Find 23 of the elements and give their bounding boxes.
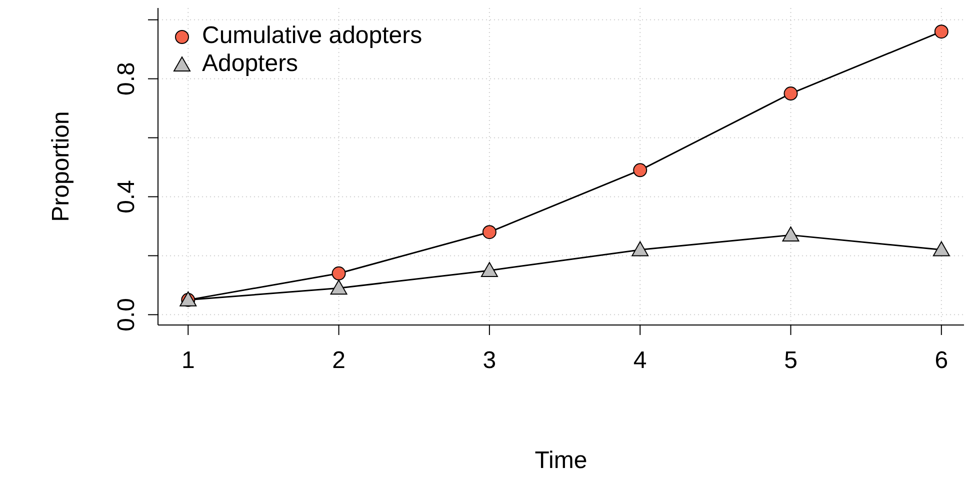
y-tick-label: 0.4 [113,180,140,214]
point [633,163,648,178]
point [784,86,798,101]
point [482,225,496,240]
legend-label: Cumulative adopters [202,22,422,50]
x-tick-label: 4 [633,347,647,374]
x-tick-label: 1 [181,347,195,374]
point [932,241,950,256]
y-tick-label: 0.0 [113,298,140,332]
legend-label: Adopters [202,50,298,78]
x-tick-label: 3 [482,347,496,374]
x-tick-label: 6 [934,347,948,374]
y-tick-label: 0.8 [113,62,140,96]
y-axis-title: Proportion [48,111,75,222]
x-tick-label: 2 [332,347,346,374]
point [480,262,498,277]
point [632,241,649,256]
point [934,24,948,39]
point [782,226,800,242]
point [330,280,348,295]
point [332,266,346,280]
x-axis-title: Time [534,447,588,474]
x-tick-label: 5 [784,347,798,374]
